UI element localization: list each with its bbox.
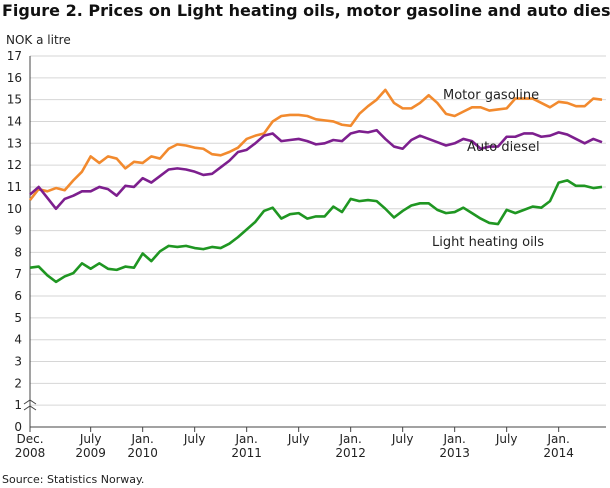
y-tick-label: 6 <box>14 289 22 303</box>
x-tick-label: Jan. <box>443 432 466 446</box>
x-tick-label: Jan. <box>235 432 258 446</box>
y-tick-label: 16 <box>7 71 22 85</box>
source: Source: Statistics Norway. <box>2 473 144 486</box>
y-tick-label: 11 <box>7 180 22 194</box>
x-tick-label: 2013 <box>439 446 470 460</box>
y-tick-label: 8 <box>14 245 22 259</box>
x-tick-label: Jan. <box>339 432 362 446</box>
series-label: Auto diesel <box>467 140 540 155</box>
x-tick-label: July <box>183 432 206 446</box>
y-tick-label: 15 <box>7 93 22 107</box>
series-line <box>29 128 603 211</box>
x-tick-label: 2011 <box>231 446 262 460</box>
y-axis-label: NOK a litre <box>6 33 71 47</box>
y-tick-label: 13 <box>7 136 22 150</box>
y-tick-label: 0 <box>14 420 22 434</box>
y-tick-label: 14 <box>7 114 22 128</box>
x-tick-label: Dec. <box>16 432 43 446</box>
x-tick-label: July <box>79 432 102 446</box>
y-tick-label: 17 <box>7 49 22 63</box>
chart-title: Figure 2. Prices on Light heating oils, … <box>2 1 610 20</box>
y-tick-label: 12 <box>7 158 22 172</box>
x-tick-label: 2014 <box>543 446 574 460</box>
series-line <box>29 179 603 284</box>
x-tick-label: July <box>287 432 310 446</box>
x-tick-label: 2010 <box>127 446 158 460</box>
y-tick-label: 4 <box>14 333 22 347</box>
y-tick-label: 1 <box>14 398 22 412</box>
y-tick-label: 5 <box>14 311 22 325</box>
y-tick-label: 3 <box>14 355 22 369</box>
x-tick-label: 2008 <box>15 446 46 460</box>
x-tick-label: July <box>495 432 518 446</box>
y-tick-label: 7 <box>14 267 22 281</box>
x-tick-label: 2009 <box>75 446 106 460</box>
y-tick-label: 2 <box>14 376 22 390</box>
series-label: Light heating oils <box>432 235 544 250</box>
series-label: Motor gasoline <box>443 88 539 103</box>
x-tick-label: Jan. <box>547 432 570 446</box>
x-tick-label: Jan. <box>131 432 154 446</box>
x-tick-label: 2012 <box>335 446 366 460</box>
y-tick-label: 10 <box>7 202 22 216</box>
y-tick-label: 9 <box>14 224 22 238</box>
series-line <box>28 88 603 201</box>
x-tick-label: July <box>391 432 414 446</box>
